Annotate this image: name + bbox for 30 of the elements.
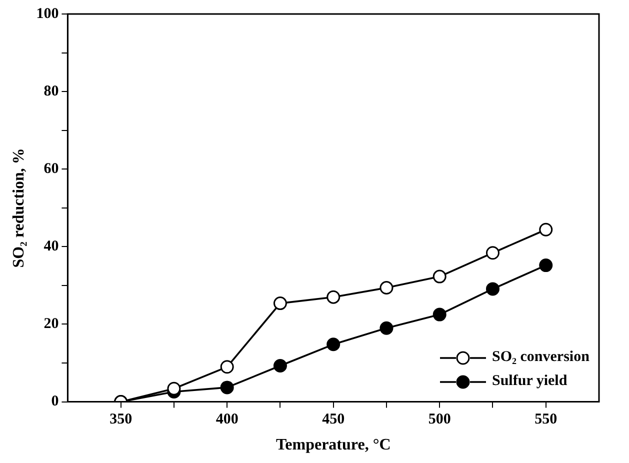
point bbox=[273, 358, 287, 372]
point bbox=[486, 246, 500, 260]
point bbox=[167, 382, 181, 396]
point bbox=[432, 308, 446, 322]
point bbox=[486, 282, 500, 296]
x-tick-label: 500 bbox=[428, 412, 451, 428]
x-tick-label: 400 bbox=[216, 412, 238, 428]
x-tick-label: 450 bbox=[322, 412, 345, 428]
legend-label: SO₂ conversion bbox=[492, 349, 590, 366]
x-tick-label: 550 bbox=[534, 412, 558, 428]
x-axis-title: Temperature, °C bbox=[276, 436, 391, 454]
point bbox=[220, 360, 234, 374]
legend-label: Sulfur yield bbox=[492, 373, 568, 390]
point bbox=[326, 338, 340, 352]
point bbox=[380, 281, 394, 295]
y-tick-label: 80 bbox=[44, 83, 59, 100]
point bbox=[539, 222, 553, 236]
x-tick-label: 350 bbox=[110, 412, 132, 428]
point bbox=[326, 290, 340, 304]
y-tick-label: 40 bbox=[44, 238, 59, 255]
y-tick-label: 60 bbox=[44, 160, 59, 177]
point bbox=[432, 270, 446, 284]
y-axis-title: SO₂ reduction, % bbox=[10, 148, 28, 268]
point bbox=[273, 296, 287, 310]
point bbox=[220, 380, 234, 394]
point bbox=[380, 321, 394, 335]
y-tick-label: 20 bbox=[44, 316, 59, 332]
y-tick-label: 100 bbox=[36, 6, 59, 22]
point bbox=[539, 258, 553, 272]
y-tick-label: 0 bbox=[51, 394, 59, 410]
